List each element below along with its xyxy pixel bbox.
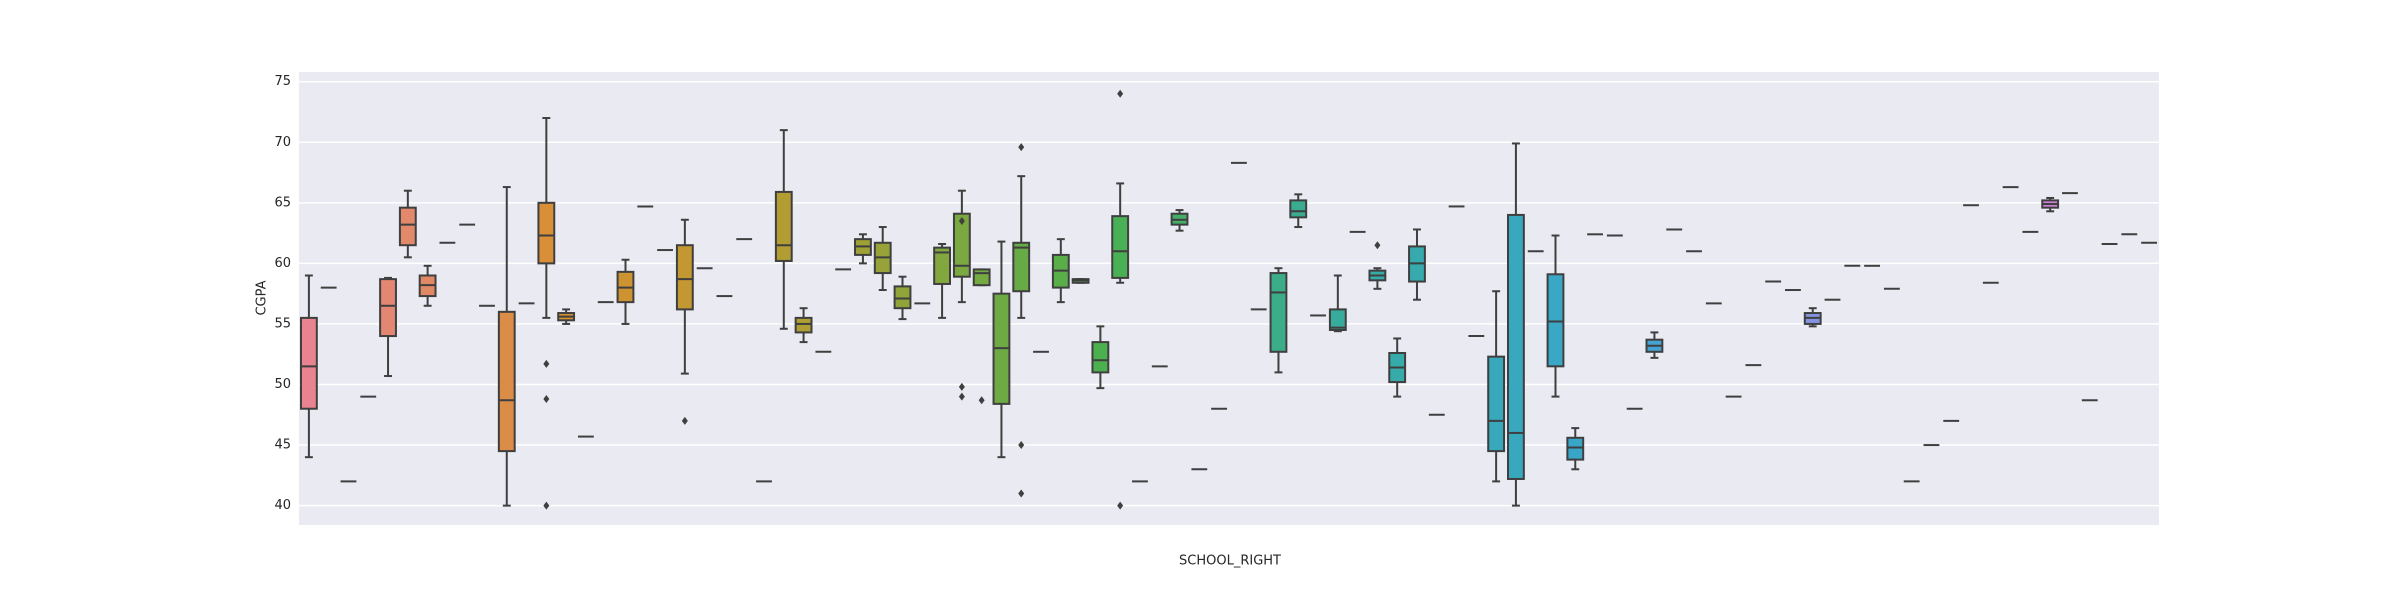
y-tick-label: 45: [274, 438, 291, 453]
outlier: [543, 501, 550, 510]
outlier: [1018, 143, 1025, 152]
box: [497, 310, 516, 453]
outlier: [958, 392, 965, 401]
y-axis-label: CGPA: [255, 280, 270, 315]
box: [537, 201, 556, 265]
plot-area: [299, 72, 2159, 525]
y-tick-label: 60: [274, 256, 291, 271]
outlier: [1018, 489, 1025, 498]
outlier: [1117, 501, 1124, 510]
box: [1111, 215, 1130, 279]
box: [893, 285, 912, 310]
box: [1289, 199, 1308, 219]
outlier: [681, 416, 688, 425]
box: [1012, 241, 1031, 293]
box: [1546, 273, 1565, 368]
box: [398, 206, 417, 247]
box: [1328, 308, 1347, 331]
outlier: [543, 359, 550, 368]
box: [1566, 436, 1585, 461]
box: [1091, 341, 1110, 374]
y-tick-label: 40: [274, 498, 291, 513]
box: [675, 244, 694, 311]
outlier: [978, 396, 985, 405]
outlier: [1117, 89, 1124, 98]
y-tick-label: 70: [274, 135, 291, 150]
box: [933, 246, 952, 285]
box: [794, 316, 813, 334]
outlier: [1018, 441, 1025, 450]
box: [952, 212, 971, 278]
outlier: [543, 395, 550, 404]
box: [379, 278, 397, 338]
outlier: [958, 382, 965, 391]
box: [1269, 272, 1288, 353]
y-tick-label: 65: [274, 195, 291, 210]
y-tick-label: 75: [274, 74, 291, 89]
x-axis-label: SCHOOL_RIGHT: [1179, 554, 1281, 569]
box: [1507, 213, 1525, 480]
y-tick-label: 50: [274, 377, 291, 392]
box: [1487, 355, 1506, 453]
outlier: [958, 216, 965, 225]
y-tick-label: 55: [274, 316, 291, 331]
outlier: [1374, 241, 1381, 250]
box: [299, 316, 318, 410]
box: [972, 268, 991, 287]
box: [774, 190, 793, 262]
